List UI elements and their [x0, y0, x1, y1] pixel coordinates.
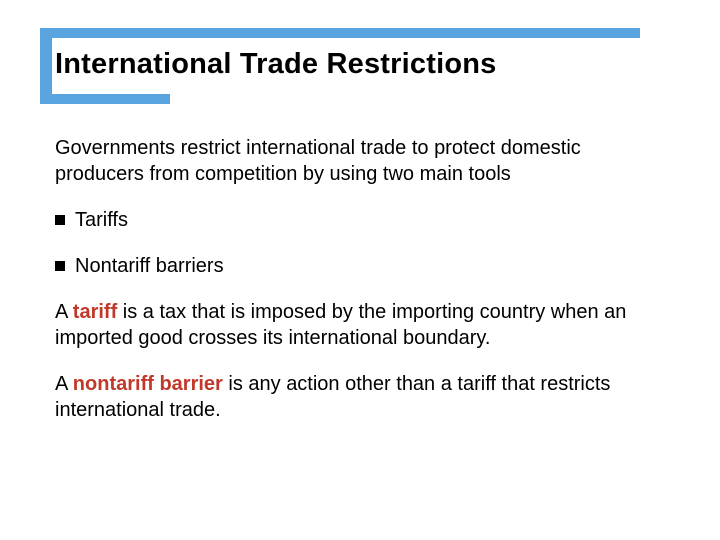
bullet-label: Tariffs	[75, 207, 128, 233]
def-prefix: A	[55, 373, 73, 395]
body-content: Governments restrict international trade…	[55, 135, 665, 443]
bullet-item: Tariffs	[55, 207, 665, 233]
def-term: nontariff barrier	[73, 373, 223, 395]
intro-paragraph: Governments restrict international trade…	[55, 135, 665, 187]
accent-under-bar	[40, 94, 170, 104]
bullet-label: Nontariff barriers	[75, 253, 224, 279]
def-rest: is a tax that is imposed by the importin…	[55, 301, 626, 349]
definition-paragraph: A nontariff barrier is any action other …	[55, 371, 665, 423]
slide: { "styles": { "accent_color": "#5aa5e0",…	[0, 0, 720, 540]
def-prefix: A	[55, 301, 73, 323]
accent-vertical-bar	[40, 28, 52, 103]
def-term: tariff	[73, 301, 117, 323]
accent-top-bar	[40, 28, 640, 38]
definition-paragraph: A tariff is a tax that is imposed by the…	[55, 299, 665, 351]
square-bullet-icon	[55, 261, 65, 271]
square-bullet-icon	[55, 215, 65, 225]
page-title: International Trade Restrictions	[55, 48, 497, 81]
bullet-item: Nontariff barriers	[55, 253, 665, 279]
